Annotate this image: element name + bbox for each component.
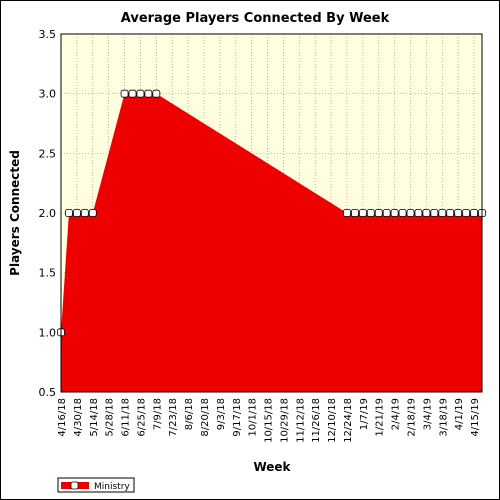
legend: Ministry — [57, 477, 135, 493]
data-point-marker — [430, 209, 439, 217]
x-tick-label: 4/1/19 — [454, 398, 465, 430]
x-tick-label: 1/21/19 — [375, 398, 386, 437]
data-point-marker — [438, 209, 447, 217]
y-tick-label: 2.5 — [39, 147, 57, 160]
x-tick-label: 9/3/18 — [216, 398, 227, 430]
legend-series-name: Ministry — [94, 482, 130, 492]
y-tick-label: 0.5 — [39, 386, 57, 399]
x-axis-ticks: 4/16/18 4/30/18 5/14/18 5/28/18 6/11/18 6/25/… — [57, 398, 481, 443]
x-tick-label: 11/12/18 — [295, 398, 306, 443]
x-tick-label: 5/14/18 — [89, 398, 100, 437]
data-point-marker — [88, 209, 97, 217]
x-tick-label: 4/16/18 — [57, 398, 68, 437]
data-point-marker — [406, 209, 415, 217]
data-point-marker — [462, 209, 471, 217]
x-tick-label: 3/4/19 — [422, 398, 433, 430]
x-tick-label: 7/23/18 — [168, 398, 179, 437]
x-tick-label: 8/6/18 — [184, 398, 195, 430]
x-tick-label: 7/9/18 — [152, 398, 163, 430]
legend-marker-icon — [70, 481, 79, 490]
x-tick-label: 1/7/19 — [359, 398, 370, 430]
data-point-marker — [72, 209, 81, 217]
data-point-marker — [446, 209, 455, 217]
data-point-marker — [144, 89, 153, 98]
plot-area-border — [60, 33, 483, 393]
data-point-marker — [358, 209, 367, 217]
data-point-marker — [422, 209, 431, 217]
x-tick-label: 6/25/18 — [136, 398, 147, 437]
y-tick-label: 2.0 — [39, 207, 57, 220]
x-tick-label: 12/10/18 — [327, 398, 338, 443]
x-tick-label: 4/30/18 — [73, 398, 84, 437]
data-point-marker — [398, 209, 407, 217]
y-tick-label: 3.0 — [39, 88, 57, 101]
data-point-marker — [351, 209, 359, 217]
series-area-ministry — [61, 93, 482, 393]
x-tick-label: 6/11/18 — [121, 398, 132, 437]
x-tick-label: 2/4/19 — [391, 398, 402, 430]
data-point-marker — [374, 209, 383, 217]
x-tick-label: 5/28/18 — [105, 398, 116, 437]
x-tick-label: 9/17/18 — [232, 398, 243, 437]
data-point-marker — [343, 209, 351, 217]
x-tick-label: 4/15/19 — [470, 398, 481, 437]
data-point-marker — [120, 89, 129, 98]
x-tick-label: 8/20/18 — [200, 398, 211, 437]
chart-title: Average Players Connected By Week — [121, 11, 390, 26]
data-point-marker — [470, 209, 478, 217]
data-point-marker — [390, 209, 399, 217]
x-tick-label: 10/29/18 — [279, 398, 290, 443]
x-tick-label: 2/18/19 — [407, 398, 418, 437]
y-axis-label: Players Connected — [8, 150, 22, 276]
data-point-marker — [65, 209, 73, 217]
data-point-marker — [454, 209, 463, 217]
x-tick-label: 12/24/18 — [343, 398, 354, 443]
y-tick-label: 1.5 — [39, 267, 57, 280]
x-tick-label: 11/26/18 — [311, 398, 322, 443]
y-axis-ticks: 0.5 1.0 1.5 2.0 2.5 3.0 3.5 — [39, 28, 57, 399]
x-tick-label: 10/15/18 — [264, 398, 275, 443]
y-tick-label: 1.0 — [39, 326, 57, 339]
x-tick-label: 3/18/19 — [438, 398, 449, 437]
area-layer — [61, 93, 482, 393]
data-point-marker — [80, 209, 89, 217]
data-point-marker — [414, 209, 423, 217]
data-point-marker — [152, 89, 161, 98]
data-point-marker — [128, 89, 137, 98]
data-point-marker — [366, 209, 375, 217]
data-point-marker — [382, 209, 391, 217]
data-point-marker — [136, 89, 145, 98]
y-tick-label: 3.5 — [39, 28, 57, 41]
x-axis-label: Week — [253, 460, 291, 474]
x-tick-label: 10/1/18 — [248, 398, 259, 437]
